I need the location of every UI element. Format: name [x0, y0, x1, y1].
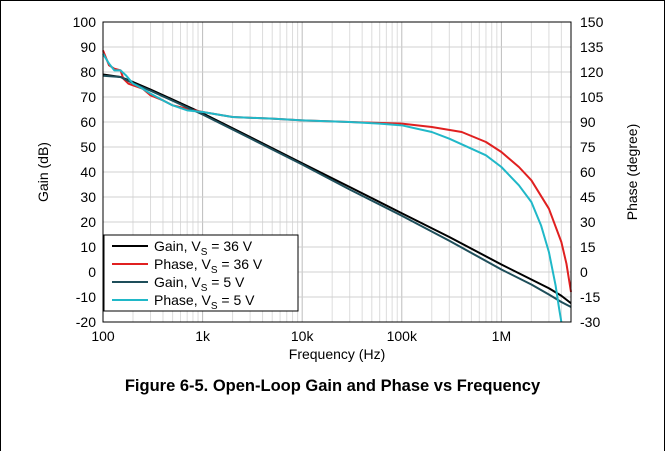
y2-tick-label: -15: [580, 289, 600, 305]
y2-tick-label: 15: [580, 239, 596, 255]
y2-tick-label: 75: [580, 139, 596, 155]
y2-tick-label: 90: [580, 114, 596, 130]
y-tick-label: 100: [73, 14, 97, 30]
y-tick-label: 40: [80, 164, 96, 180]
figure-frame-top: [0, 0, 665, 1]
y2-tick-label: 105: [580, 89, 604, 105]
y-tick-label: 30: [80, 189, 96, 205]
legend-label: Gain, VS = 5 V: [154, 274, 245, 294]
y2-axis-label: Phase (degree): [624, 124, 640, 221]
y-tick-label: -20: [76, 314, 96, 330]
figure-frame-left: [0, 0, 1, 451]
plot-border: [102, 21, 572, 323]
y-tick-label: 90: [80, 39, 96, 55]
x-tick-label: 100: [91, 328, 115, 344]
y-tick-label: 20: [80, 214, 96, 230]
x-tick-label: 1M: [492, 328, 511, 344]
y-tick-label: 80: [80, 64, 96, 80]
y2-tick-label: 45: [580, 189, 596, 205]
gain-phase-chart: 100 1k 10k 100k 1M -20 -10 0 10 20 30 40 50 60 70 80 90 1…: [35, 14, 640, 362]
chart-tick-labels: 100 1k 10k 100k 1M -20 -10 0 10 20 30 40 50 60 70 80 90 1…: [73, 14, 604, 344]
x-axis-label: Frequency (Hz): [289, 346, 385, 362]
y2-tick-label: 135: [580, 39, 604, 55]
legend-box: [103, 234, 299, 312]
y-tick-label: 70: [80, 89, 96, 105]
phase-5v-line: [102, 53, 563, 323]
y-tick-label: 50: [80, 139, 96, 155]
y2-tick-label: 30: [580, 214, 596, 230]
y2-tick-label: 0: [580, 264, 588, 280]
gain-5v-line: [102, 74, 572, 308]
x-tick-label: 1k: [195, 328, 211, 344]
y2-tick-label: 150: [580, 14, 604, 30]
legend-label: Phase, VS = 5 V: [154, 292, 255, 312]
y-axis-label: Gain (dB): [35, 142, 51, 202]
y-tick-label: 60: [80, 114, 96, 130]
y2-tick-label: 60: [580, 164, 596, 180]
legend-label: Phase, VS = 36 V: [154, 256, 263, 276]
gain-36v-line: [102, 73, 572, 305]
y-tick-label: -10: [76, 289, 96, 305]
x-tick-label: 10k: [291, 328, 315, 344]
y-tick-label: 10: [80, 239, 96, 255]
chart-series-group: [102, 49, 572, 323]
x-tick-label: 100k: [387, 328, 418, 344]
y2-tick-label: 120: [580, 64, 604, 80]
y2-tick-label: -30: [580, 314, 600, 330]
y-tick-label: 0: [88, 264, 96, 280]
legend-label: Gain, VS = 36 V: [154, 238, 253, 258]
figure-caption: Figure 6-5. Open-Loop Gain and Phase vs …: [124, 377, 541, 395]
